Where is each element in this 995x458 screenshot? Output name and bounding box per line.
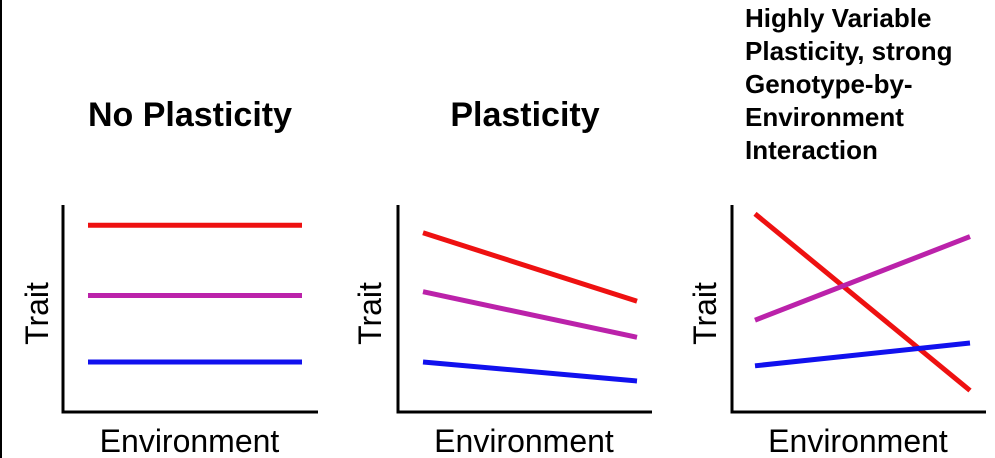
y-axis-label: Trait [687,282,723,345]
x-axis-label: Environment [100,423,280,458]
panel-title-gxe-line-5: Interaction [745,135,878,165]
reaction-norm-line-red [753,211,972,393]
panel-title-gxe-line-2: Plasticity, strong [745,36,953,66]
x-axis-label: Environment [434,423,614,458]
left-border [0,0,2,458]
reaction-norm-line-red [422,230,638,304]
panel-title-gxe-line-4: Environment [745,102,904,132]
panel-title-plasticity: Plasticity [450,96,600,134]
panel-title-no-plasticity: No Plasticity [87,96,293,134]
panel-title-gxe-line-3: Genotype-by- [745,69,913,99]
reaction-norm-line-magenta [754,234,971,323]
y-axis-label: Trait [352,282,388,345]
reaction-norm-line-blue [422,359,638,384]
reaction-norm-line-blue [754,340,971,369]
y-axis-label: Trait [19,282,55,345]
panel-title-gxe: Highly Variable Plasticity, strong Genot… [745,2,995,167]
reaction-norm-line-magenta [422,289,638,340]
x-axis-label: Environment [768,423,948,458]
panel-title-gxe-line-1: Highly Variable [745,3,932,33]
